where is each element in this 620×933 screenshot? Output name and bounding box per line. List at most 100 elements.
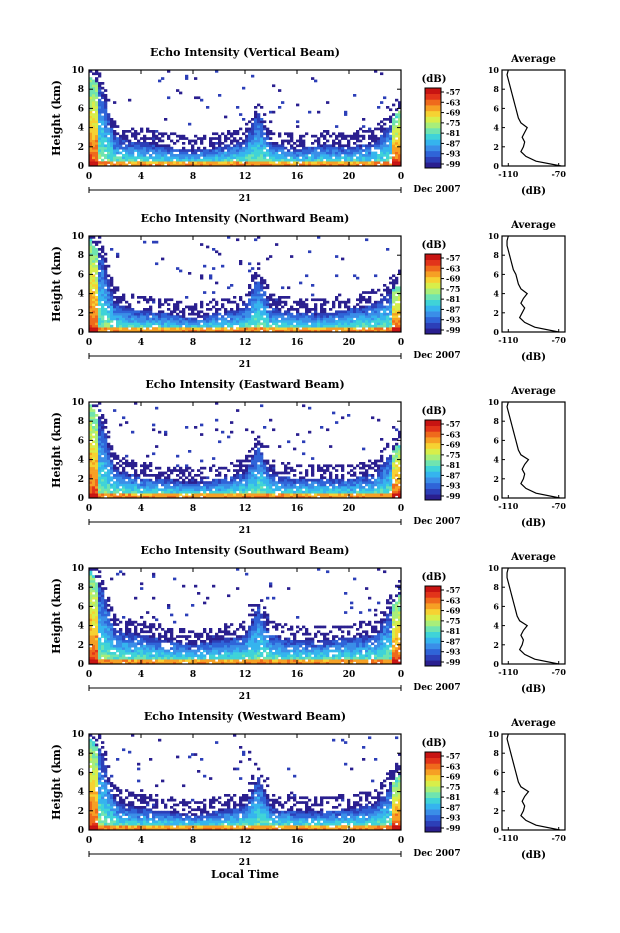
heatmap-cell: [95, 623, 98, 626]
heatmap-cell: [224, 154, 227, 157]
heatmap-cell: [386, 291, 389, 294]
heatmap-cell: [230, 462, 233, 465]
heatmap-cell: [245, 479, 248, 482]
heatmap-cell: [224, 298, 227, 301]
heatmap-cell: [329, 481, 332, 484]
heatmap-cell: [323, 325, 326, 328]
heatmap-cell: [119, 570, 122, 573]
heatmap-cell: [149, 130, 152, 133]
heatmap-cell: [338, 320, 341, 323]
heatmap-cell: [149, 296, 152, 299]
heatmap-cell: [347, 308, 350, 311]
heatmap-cell: [275, 315, 278, 318]
heatmap-cell: [323, 481, 326, 484]
heatmap-cell: [161, 313, 164, 316]
heatmap-cell: [284, 479, 287, 482]
heatmap-cell: [122, 296, 125, 299]
heatmap-cell: [95, 652, 98, 655]
heatmap-cell: [134, 474, 137, 477]
heatmap-cell: [119, 476, 122, 479]
heatmap-cell: [395, 472, 398, 475]
heatmap-cell: [131, 147, 134, 150]
heatmap-cell: [95, 308, 98, 311]
heatmap-cell: [254, 294, 257, 297]
heatmap-cell: [356, 130, 359, 133]
heatmap-cell: [161, 135, 164, 138]
heatmap-cell: [104, 272, 107, 275]
heatmap-cell: [395, 315, 398, 318]
heatmap-cell: [341, 318, 344, 321]
heatmap-cell: [215, 322, 218, 325]
heatmap-cell: [299, 142, 302, 145]
heatmap-cell: [92, 450, 95, 453]
heatmap-cell: [284, 488, 287, 491]
heatmap-cell: [188, 322, 191, 325]
heatmap-cell: [185, 75, 188, 78]
heatmap-cell: [296, 149, 299, 152]
heatmap-cell: [278, 156, 281, 159]
heatmap-cell: [239, 260, 242, 263]
heatmap-cell: [350, 469, 353, 472]
heatmap-cell: [263, 282, 266, 285]
heatmap-cell: [302, 325, 305, 328]
heatmap-cell: [299, 479, 302, 482]
heatmap-cell: [110, 320, 113, 323]
heatmap-cell: [389, 144, 392, 147]
heatmap-cell: [188, 156, 191, 159]
heatmap-cell: [287, 479, 290, 482]
heatmap-cell: [380, 325, 383, 328]
heatmap-cell: [395, 325, 398, 328]
heatmap-cell: [251, 125, 254, 128]
heatmap-cell: [290, 156, 293, 159]
heatmap-cell: [95, 479, 98, 482]
heatmap-cell: [371, 462, 374, 465]
heatmap-cell: [371, 315, 374, 318]
heatmap-cell: [101, 474, 104, 477]
heatmap-cell: [98, 248, 101, 251]
heatmap-cell: [359, 488, 362, 491]
heatmap-cell: [143, 322, 146, 325]
heatmap-cell: [371, 310, 374, 313]
heatmap-cell: [143, 315, 146, 318]
day-label: 21: [239, 194, 252, 204]
heatmap-cell: [98, 108, 101, 111]
heatmap-cell: [332, 159, 335, 162]
heatmap-cell: [200, 137, 203, 140]
heatmap-cell: [257, 493, 260, 496]
heatmap-cell: [98, 104, 101, 107]
heatmap-cell: [104, 282, 107, 285]
heatmap-cell: [182, 318, 185, 321]
heatmap-cell: [185, 476, 188, 479]
heatmap-cell: [371, 318, 374, 321]
average-profile-line: [507, 236, 559, 332]
heatmap-cell: [92, 260, 95, 263]
heatmap-cell: [332, 301, 335, 304]
colorbar-swatch: [425, 300, 441, 306]
heatmap-cell: [275, 298, 278, 301]
heatmap-cell: [164, 315, 167, 318]
heatmap-cell: [131, 325, 134, 328]
heatmap-cell: [92, 582, 95, 585]
heatmap-cell: [152, 156, 155, 159]
heatmap-cell: [254, 481, 257, 484]
heatmap-cell: [107, 647, 110, 650]
heatmap-cell: [104, 310, 107, 313]
heatmap-cell: [116, 657, 119, 660]
heatmap-cell: [122, 130, 125, 133]
heatmap-cell: [383, 154, 386, 157]
heatmap-cell: [98, 616, 101, 619]
heatmap-cell: [368, 479, 371, 482]
heatmap-cell: [254, 140, 257, 143]
heatmap-cell: [104, 101, 107, 104]
heatmap-cell: [335, 156, 338, 159]
heatmap-cell: [98, 89, 101, 92]
heatmap-cell: [317, 140, 320, 143]
heatmap-cell: [179, 491, 182, 494]
heatmap-cell: [161, 132, 164, 135]
heatmap-cell: [311, 147, 314, 150]
heatmap-cell: [296, 479, 299, 482]
heatmap-cell: [182, 474, 185, 477]
heatmap-cell: [158, 322, 161, 325]
heatmap-cell: [374, 493, 377, 496]
heatmap-cell: [122, 469, 125, 472]
